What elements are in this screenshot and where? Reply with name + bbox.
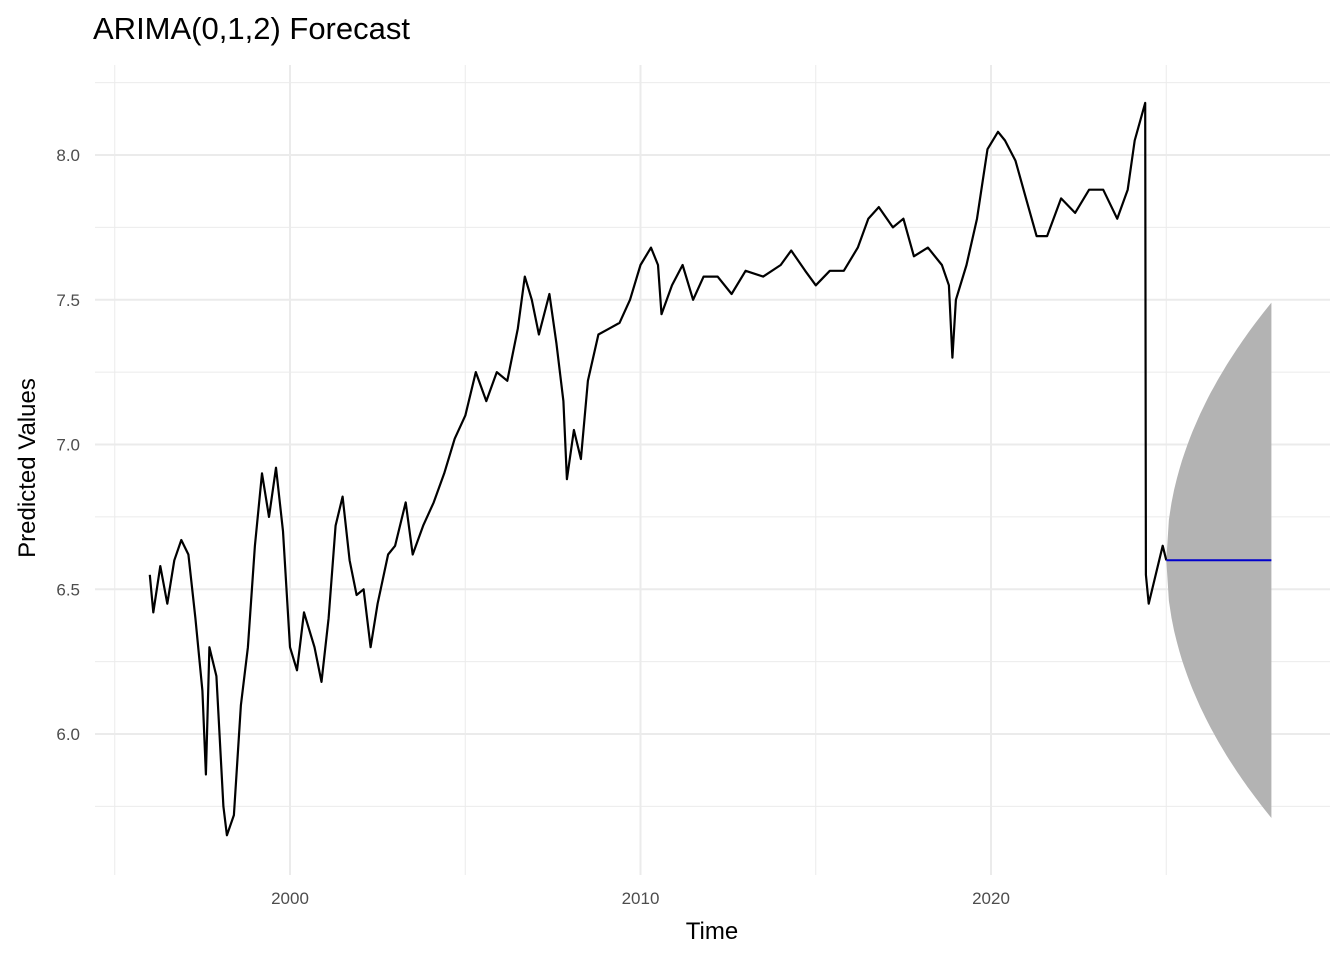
observed-series-line — [148, 101, 1168, 837]
x-tick-label: 2020 — [972, 889, 1010, 908]
y-tick-label: 7.0 — [56, 436, 80, 455]
x-axis-label: Time — [686, 918, 738, 945]
chart-title: ARIMA(0,1,2) Forecast — [93, 11, 410, 46]
x-axis-ticks: 2000 2010 2020 — [271, 889, 1010, 908]
y-tick-label: 6.0 — [56, 725, 80, 744]
x-tick-label: 2000 — [271, 889, 309, 908]
y-axis-label: Predicted Values — [14, 378, 41, 558]
y-axis-ticks: 6.0 6.5 7.0 7.5 8.0 — [56, 146, 80, 744]
grid — [95, 65, 1330, 875]
x-tick-label: 2010 — [622, 889, 660, 908]
y-tick-label: 7.5 — [56, 291, 80, 310]
y-tick-label: 6.5 — [56, 580, 80, 599]
y-tick-label: 8.0 — [56, 146, 80, 165]
